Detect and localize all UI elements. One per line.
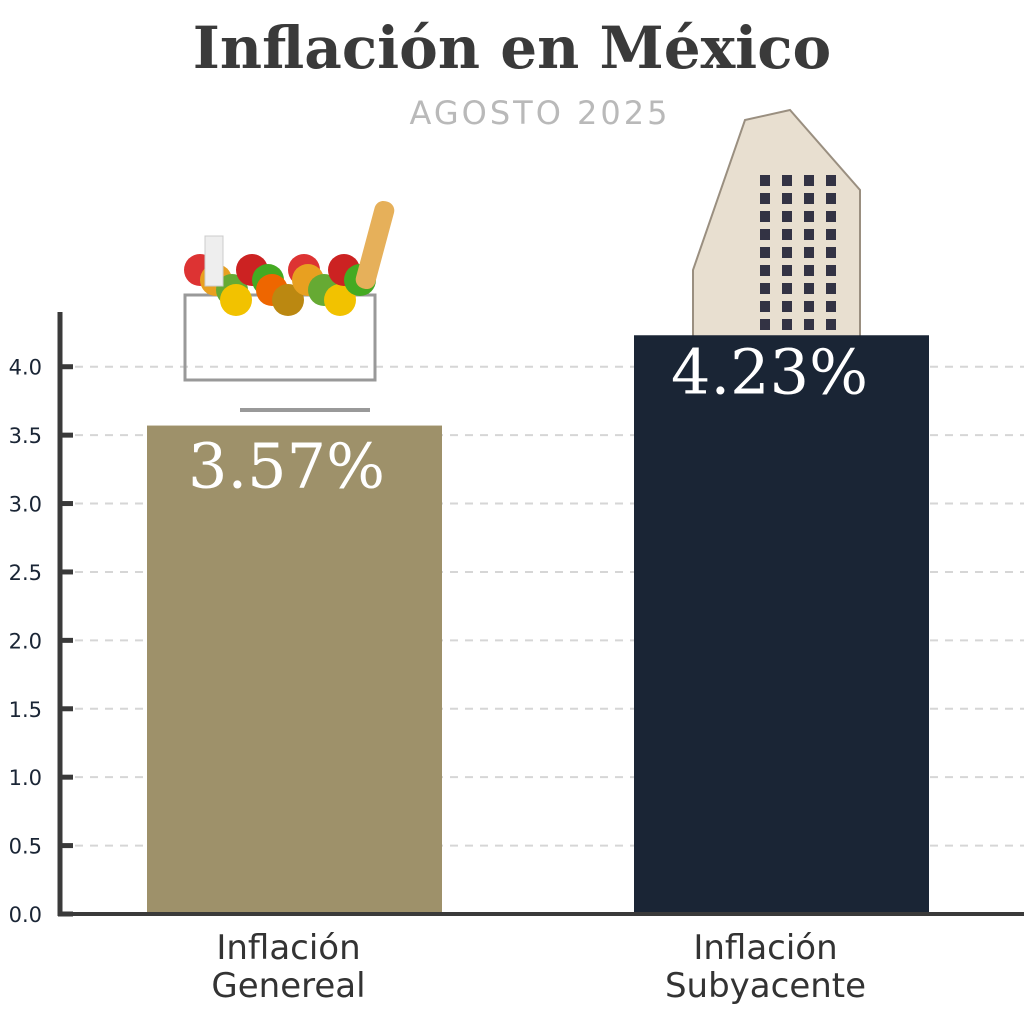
window — [782, 229, 792, 240]
y-tick-label: 2.5 — [9, 561, 42, 585]
window — [826, 283, 836, 294]
window — [826, 247, 836, 258]
shopping-cart-icon — [183, 200, 395, 412]
bar-1 — [147, 425, 442, 914]
window — [760, 229, 770, 240]
produce — [272, 284, 304, 316]
window — [804, 175, 814, 186]
window — [804, 301, 814, 312]
x-category-label: Subyacente — [665, 966, 866, 1006]
chart-title: Inflación en México — [192, 14, 832, 82]
window — [826, 193, 836, 204]
window — [760, 301, 770, 312]
x-category-label: Genereal — [211, 966, 365, 1006]
window — [804, 265, 814, 276]
y-tick-label: 2.0 — [9, 629, 42, 653]
window — [804, 247, 814, 258]
building-icon — [692, 108, 861, 341]
window — [760, 283, 770, 294]
window — [782, 319, 792, 330]
window — [804, 229, 814, 240]
window — [760, 319, 770, 330]
window — [760, 211, 770, 222]
produce — [324, 284, 356, 316]
x-category-label: Inflación — [216, 928, 360, 968]
window — [804, 319, 814, 330]
y-tick-label: 3.5 — [9, 424, 42, 448]
window — [782, 247, 792, 258]
window — [760, 175, 770, 186]
window — [826, 229, 836, 240]
window — [782, 265, 792, 276]
window — [826, 319, 836, 330]
window — [804, 193, 814, 204]
data-label: 4.23% — [671, 335, 868, 408]
window — [804, 211, 814, 222]
window — [826, 265, 836, 276]
y-tick-label: 1.5 — [9, 698, 42, 722]
y-tick-label: 3.0 — [9, 493, 42, 517]
window — [782, 175, 792, 186]
window — [782, 211, 792, 222]
window — [760, 193, 770, 204]
y-tick-label: 0.0 — [9, 903, 42, 927]
window — [804, 283, 814, 294]
window — [782, 301, 792, 312]
window — [826, 175, 836, 186]
y-tick-label: 1.0 — [9, 766, 42, 790]
y-tick-label: 0.5 — [9, 835, 42, 859]
bread — [355, 200, 395, 290]
y-tick-label: 4.0 — [9, 356, 42, 380]
window — [782, 193, 792, 204]
window — [760, 265, 770, 276]
window — [826, 301, 836, 312]
window — [782, 283, 792, 294]
x-category-label: Inflación — [693, 928, 837, 968]
bottle — [204, 235, 224, 287]
data-label: 3.57% — [188, 430, 385, 503]
chart-subtitle: AGOSTO 2025 — [409, 94, 671, 132]
produce — [220, 284, 252, 316]
window — [760, 247, 770, 258]
window — [826, 211, 836, 222]
bar-2 — [634, 335, 929, 914]
